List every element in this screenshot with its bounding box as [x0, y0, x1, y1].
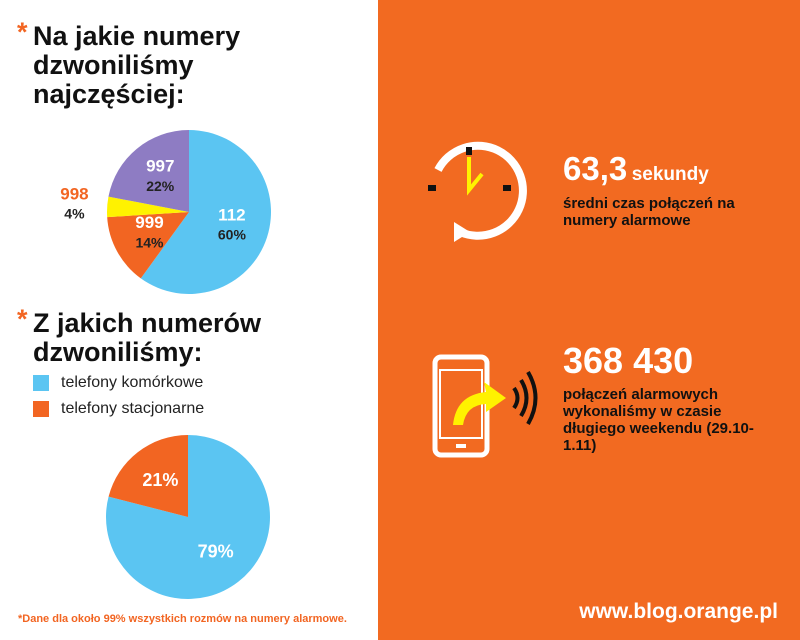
pie-title: * Z jakich numerów dzwoniliśmy: — [17, 305, 313, 367]
clock-arc — [434, 141, 527, 240]
marker: * — [17, 304, 28, 334]
clock-tick — [503, 185, 511, 191]
title-text: Z jakich numerów dzwoniliśmy: — [33, 308, 262, 367]
slice-label: 60% — [218, 227, 247, 243]
slice-category: 112 — [218, 205, 245, 224]
pie-title: * Na jakie numery dzwoniliśmy najczęście… — [17, 18, 293, 109]
legend-item: telefony stacjonarne — [33, 396, 204, 422]
clock-arrow — [454, 222, 470, 242]
clock-hands — [467, 157, 484, 196]
slice-category: 997 — [146, 157, 174, 176]
pie-slice — [140, 130, 271, 294]
legend-swatch — [33, 401, 49, 417]
clock-tick — [428, 185, 436, 191]
arrow — [453, 382, 506, 425]
title-text: Na jakie numery dzwoniliśmy najczęściej: — [33, 21, 241, 109]
pie-charts: 112 60% 999 14% 998 4% 997 22% 79% 21% — [60, 130, 271, 599]
clock-icon — [428, 141, 527, 242]
stat: 63,3 sekundy — [563, 150, 709, 188]
pie-slice — [108, 435, 188, 517]
legend-label: telefony komórkowe — [61, 374, 204, 391]
clock-tick — [466, 147, 472, 155]
pie-slice — [108, 130, 189, 212]
slice-label: 22% — [146, 178, 175, 194]
slice-label: 4% — [64, 205, 85, 221]
legend-swatch — [33, 375, 49, 391]
slice-category: 998 — [60, 184, 88, 203]
stat-description: średni czas połączeń na numery alarmowe — [563, 195, 735, 229]
legend-label: telefony stacjonarne — [61, 400, 205, 417]
stat-value: 368 430 — [563, 340, 694, 381]
slice-label: 21% — [142, 470, 178, 490]
phone-button — [456, 444, 466, 448]
slice-category: 999 — [135, 213, 163, 232]
phone-icon — [432, 354, 538, 458]
slice-label: 79% — [198, 541, 234, 561]
icons — [428, 141, 538, 458]
stat-value: 63,3 — [563, 150, 628, 187]
signal — [512, 371, 538, 425]
pie-slice — [106, 196, 189, 218]
url: www.blog.orange.pl — [579, 600, 778, 623]
stats-panel: 63,3 sekundy średni czas połączeń na num… — [378, 0, 800, 640]
footnote: *Dane dla około 99% wszystkich rozmów na… — [18, 613, 347, 625]
slice-label: 14% — [135, 234, 164, 250]
marker: * — [17, 17, 28, 47]
pie-slice — [107, 212, 189, 279]
stat-unit: sekundy — [631, 164, 709, 185]
legend: telefony komórkowe telefony stacjonarne — [33, 370, 204, 422]
stat-description: połączeń alarmowych wykonaliśmy w czasie… — [563, 386, 754, 454]
legend-item: telefony komórkowe — [33, 370, 204, 396]
